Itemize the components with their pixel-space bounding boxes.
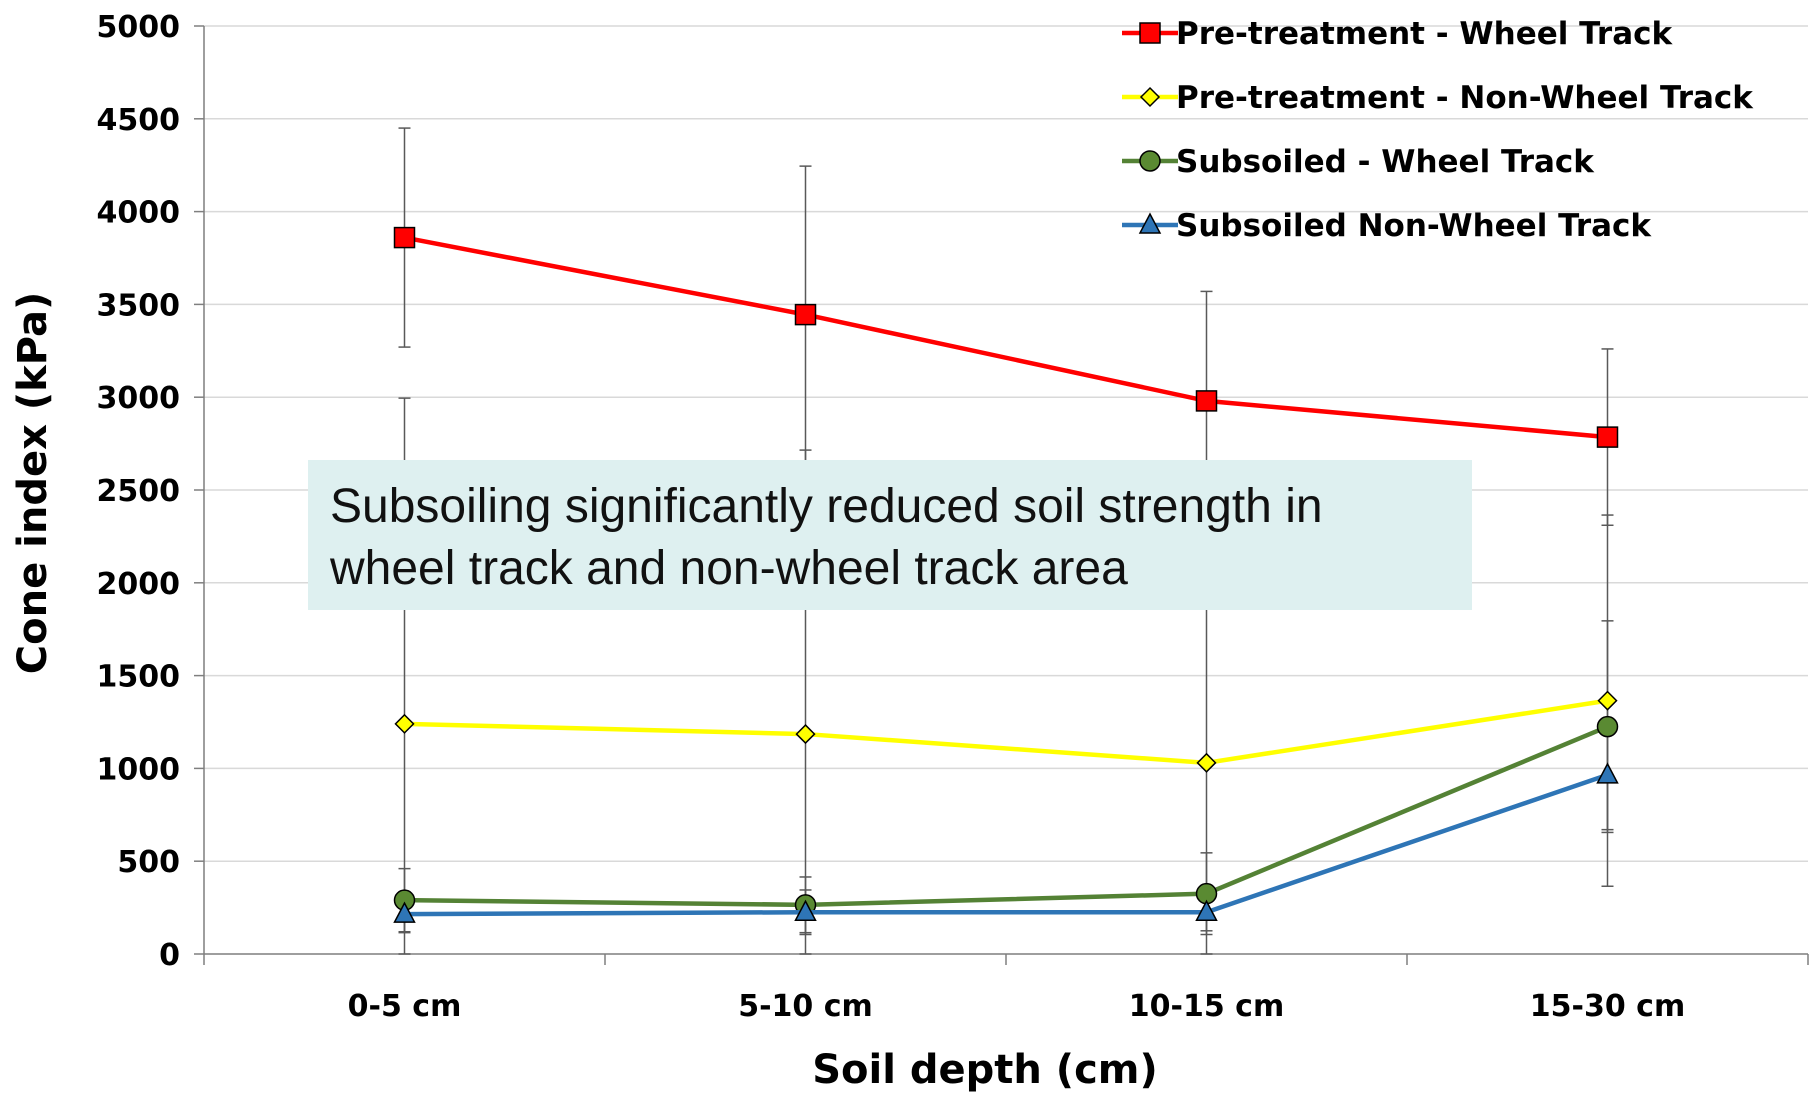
y-tick-label: 3500 <box>97 288 181 323</box>
series-4 <box>393 762 1619 923</box>
x-tick-label: 0-5 cm <box>348 989 462 1024</box>
y-tick-label: 3000 <box>97 381 181 416</box>
y-axis-title: Cone index (kPa) <box>10 292 56 674</box>
legend-entry: Pre-treatment - Wheel Track <box>1122 16 1673 52</box>
data-point <box>794 303 817 326</box>
y-tick-label: 5000 <box>97 10 181 45</box>
data-point <box>1195 390 1218 412</box>
y-tick-label: 4000 <box>97 196 181 231</box>
legend-label: Pre-treatment - Wheel Track <box>1176 16 1673 52</box>
legend-marker <box>1139 86 1161 108</box>
y-tick-label: 1000 <box>97 752 181 787</box>
legend-entry: Pre-treatment - Non-Wheel Track <box>1122 80 1754 116</box>
data-point <box>1596 715 1619 738</box>
legend-marker <box>1139 150 1161 172</box>
data-point <box>1596 762 1619 784</box>
axes: 0 500 1000 1500 2000 2500 3000 3500 4000 4500 5000… <box>97 10 1809 1024</box>
annotation-box: Subsoiling significantly reduced soil st… <box>308 460 1472 610</box>
legend-entry: Subsoiled Non-Wheel Track <box>1122 208 1652 244</box>
data-point <box>394 713 415 734</box>
y-tick-label: 2500 <box>97 474 181 509</box>
legend-label: Pre-treatment - Non-Wheel Track <box>1176 80 1754 116</box>
data-point <box>393 901 416 923</box>
series-line <box>404 698 1608 766</box>
legend: Pre-treatment - Wheel Track Pre-treatment… <box>1122 16 1754 244</box>
y-tick-label: 2000 <box>97 567 181 602</box>
legend-label: Subsoiled Non-Wheel Track <box>1176 208 1652 244</box>
x-tick-label: 15-30 cm <box>1530 989 1685 1024</box>
y-tick-label: 500 <box>117 845 180 880</box>
legend-marker <box>1138 212 1162 234</box>
data-point <box>795 724 816 745</box>
y-tick-label: 0 <box>159 938 180 973</box>
series-line <box>404 235 1608 440</box>
x-tick-label: 10-15 cm <box>1129 989 1284 1024</box>
legend-marker <box>1139 22 1161 44</box>
legend-label: Subsoiled - Wheel Track <box>1176 144 1595 180</box>
series-2 <box>394 690 1618 773</box>
legend-entry: Subsoiled - Wheel Track <box>1122 144 1595 180</box>
y-tick-label: 1500 <box>97 660 181 695</box>
x-axis-title: Soil depth (cm) <box>812 1047 1158 1093</box>
series-lines <box>393 226 1619 923</box>
series-line <box>404 772 1609 917</box>
data-point <box>794 899 817 921</box>
data-point <box>1196 752 1217 773</box>
data-point <box>393 226 416 249</box>
data-point <box>1597 690 1618 711</box>
x-tick-label: 5-10 cm <box>738 989 873 1024</box>
data-point <box>1195 899 1218 921</box>
series-1 <box>393 226 1619 448</box>
data-point <box>1596 426 1619 448</box>
y-tick-label: 4500 <box>97 103 181 138</box>
series-line <box>404 724 1609 908</box>
